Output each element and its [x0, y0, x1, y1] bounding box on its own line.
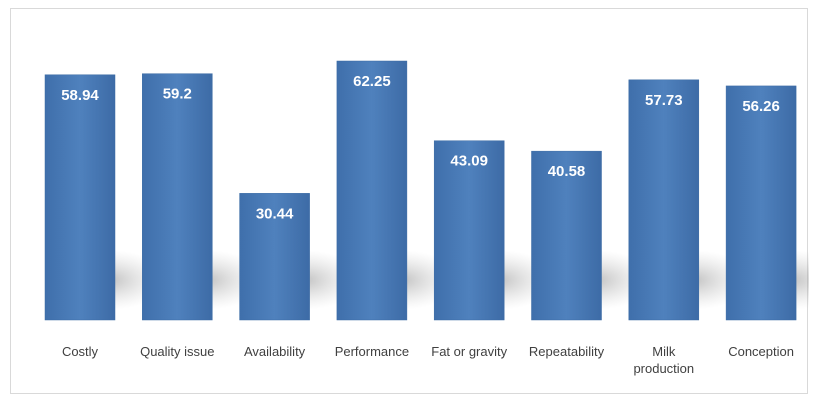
category-label-line: Milk — [652, 344, 676, 359]
bar-repeatability — [531, 150, 602, 321]
bar-costly — [44, 74, 116, 321]
category-label: Fat or gravity — [431, 344, 507, 359]
category-label-line: Repeatability — [529, 344, 605, 359]
data-label: 40.58 — [548, 163, 586, 180]
data-label: 30.44 — [256, 205, 294, 222]
chart-frame: 58.94 59.2 30.44 62.25 43.09 40.58 57.73 56.26 … — [10, 8, 809, 394]
category-label: Repeatability — [529, 344, 605, 359]
bar-availability — [239, 193, 310, 321]
category-label-line: Quality issue — [140, 344, 214, 359]
category-label-line: Conception — [728, 344, 794, 359]
category-label: Quality issue — [140, 344, 214, 359]
bar-fat-or-gravity — [433, 140, 505, 321]
data-label: 59.2 — [163, 86, 192, 103]
data-labels-group: 58.94 59.2 30.44 62.25 43.09 40.58 57.73 56.26 — [61, 73, 780, 222]
data-label: 62.25 — [353, 73, 391, 90]
bar-conception — [725, 85, 797, 321]
category-labels-group: Costly Quality issue Availability Performan… — [62, 344, 794, 376]
category-label-line: Fat or gravity — [431, 344, 507, 359]
category-label-line: Availability — [244, 344, 306, 359]
bar-quality-issue — [142, 73, 213, 321]
data-label: 58.94 — [61, 87, 99, 104]
data-label: 56.26 — [742, 98, 780, 115]
category-label: Performance — [335, 344, 409, 359]
category-label: Availability — [244, 344, 306, 359]
category-label-line: Performance — [335, 344, 409, 359]
data-label: 57.73 — [645, 92, 683, 109]
category-label: Conception — [728, 344, 794, 359]
category-label: Milk production — [633, 344, 694, 376]
category-label: Costly — [62, 344, 99, 359]
data-label: 43.09 — [450, 153, 488, 170]
bar-performance — [336, 60, 408, 321]
bars-group — [44, 60, 797, 321]
category-label-line: Costly — [62, 344, 99, 359]
category-label-line: production — [633, 361, 694, 376]
bar-milk-production — [628, 79, 700, 321]
